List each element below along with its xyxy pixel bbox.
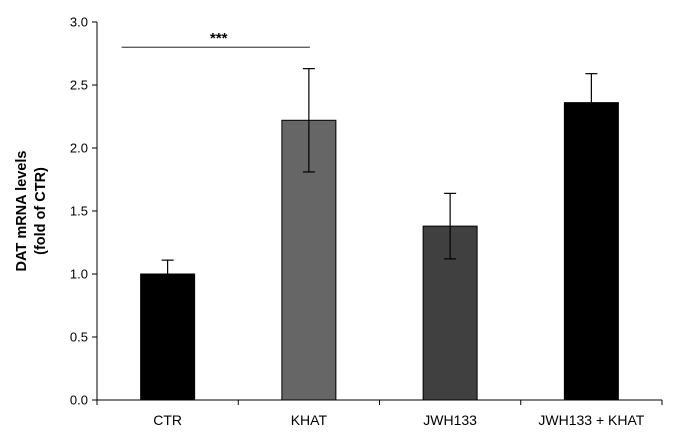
x-category-label: CTR <box>153 412 182 428</box>
y-tick-label: 3.0 <box>70 15 88 30</box>
x-category-label: JWH133 + KHAT <box>538 412 644 428</box>
bar <box>140 273 196 401</box>
bar <box>563 102 619 401</box>
bars <box>140 102 619 401</box>
y-tick-label: 0.5 <box>70 330 88 345</box>
significance-stars: *** <box>210 30 228 47</box>
y-tick-label: 2.0 <box>70 141 88 156</box>
error-bars <box>161 68 598 289</box>
y-axis-label-line-1: DAT mRNA levels <box>14 151 30 272</box>
annotations: *** <box>121 30 310 48</box>
y-axis-label-line-2: (fold of CTR) <box>33 167 49 255</box>
x-categories: CTR KHAT JWH133 JWH133 + KHAT <box>153 412 645 428</box>
x-category-label: JWH133 <box>423 412 477 428</box>
x-category-label: KHAT <box>291 412 328 428</box>
y-tick-label: 1.5 <box>70 204 88 219</box>
y-tick-label: 1.0 <box>70 267 88 282</box>
y-ticks: 0.0 0.5 1.0 1.5 2.0 2.5 3.0 <box>70 15 97 408</box>
y-tick-label: 2.5 <box>70 78 88 93</box>
y-tick-label: 0.0 <box>70 393 88 408</box>
